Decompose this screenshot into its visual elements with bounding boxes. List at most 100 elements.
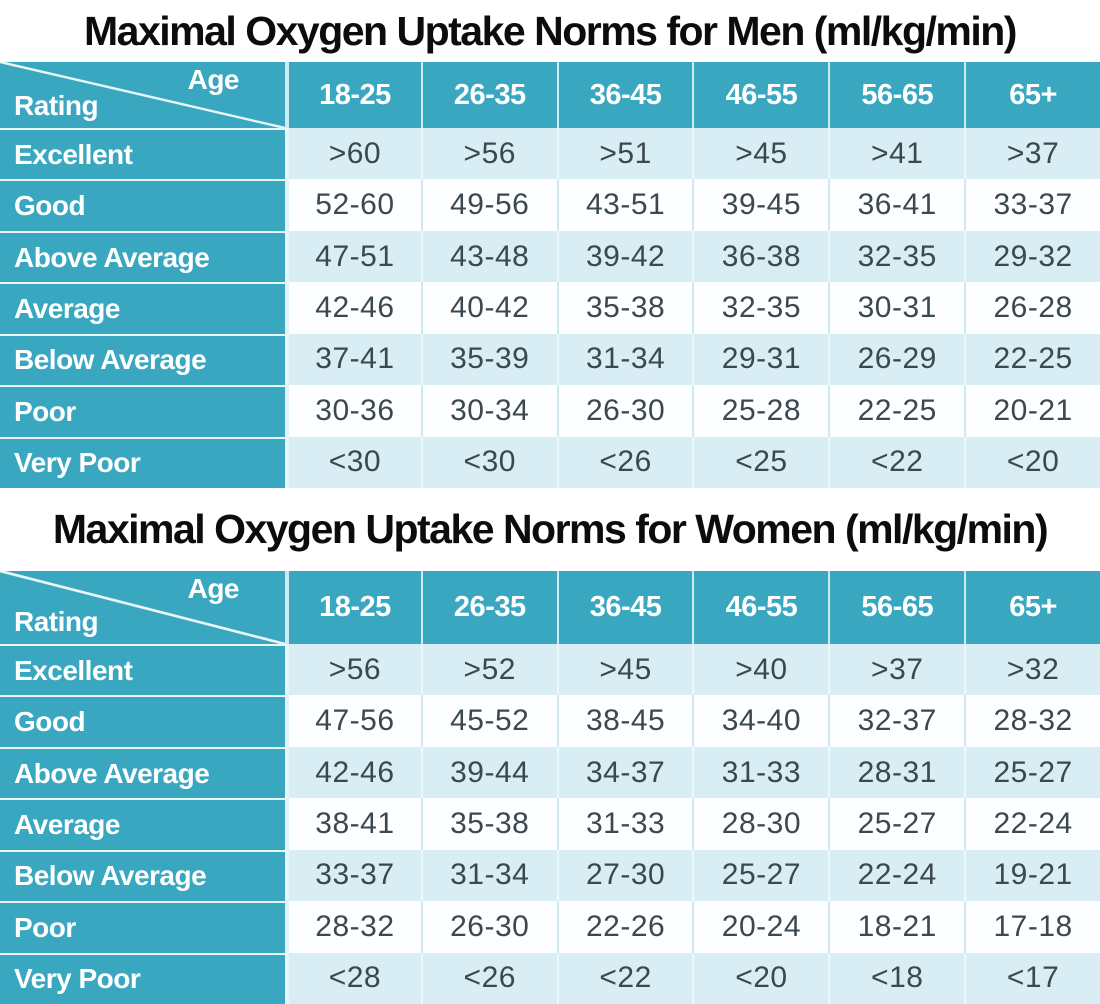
value-cell: <28 [285,952,421,1004]
age-column-header: 26-35 [420,62,557,128]
rating-age-corner-cell: Age Rating [0,62,285,128]
value-cell: <20 [692,952,829,1004]
value-cell: 35-39 [420,333,557,386]
value-cell: 38-45 [556,695,693,747]
value-cell: 28-30 [692,798,829,850]
value-cell: 37-41 [285,333,421,386]
value-cell: <20 [964,436,1100,488]
value-cell: 33-37 [964,179,1100,231]
value-cell: 35-38 [556,282,693,334]
rating-row-label: Very Poor [0,952,285,1004]
value-cell: >52 [420,644,557,696]
value-cell: 39-42 [556,230,693,283]
value-cell: 25-28 [692,385,829,437]
men-table-section: Maximal Oxygen Uptake Norms for Men (ml/… [0,0,1100,488]
value-cell: <30 [285,436,421,488]
value-cell: 35-38 [420,798,557,850]
value-cell: 45-52 [420,695,557,747]
corner-age-label: Age [187,573,240,604]
age-column-header: 56-65 [828,62,965,128]
rating-row-label: Excellent [0,644,285,696]
rating-row-label: Average [0,282,285,334]
value-cell: <30 [420,436,557,488]
value-cell: 31-33 [692,746,829,799]
value-cell: 38-41 [285,798,421,850]
value-cell: >51 [556,128,693,180]
value-cell: 42-46 [285,282,421,334]
age-column-header: 26-35 [420,571,557,644]
value-cell: 49-56 [420,179,557,231]
value-cell: 39-44 [420,746,557,799]
value-cell: 26-30 [556,385,693,437]
value-cell: >37 [828,644,965,696]
value-cell: >45 [692,128,829,180]
value-cell: 22-26 [556,901,693,953]
value-cell: 31-34 [556,333,693,386]
corner-age-label: Age [187,64,240,95]
value-cell: 28-31 [828,746,965,799]
value-cell: >32 [964,644,1100,696]
value-cell: 34-40 [692,695,829,747]
age-column-header: 36-45 [556,571,693,644]
diagonal-divider-line [0,571,285,644]
value-cell: 43-48 [420,230,557,283]
value-cell: 20-24 [692,901,829,953]
value-cell: <26 [420,952,557,1004]
value-cell: 26-29 [828,333,965,386]
value-cell: 26-28 [964,282,1100,334]
value-cell: 20-21 [964,385,1100,437]
value-cell: 30-31 [828,282,965,334]
value-cell: 32-37 [828,695,965,747]
rating-row-label: Below Average [0,333,285,386]
value-cell: 52-60 [285,179,421,231]
value-cell: 28-32 [285,901,421,953]
value-cell: 36-41 [828,179,965,231]
rating-row-label: Very Poor [0,436,285,488]
value-cell: >56 [285,644,421,696]
rating-row-label: Poor [0,901,285,953]
men-norms-table: Age Rating 18-25 26-35 36-45 46-55 56-65 65+ Exc… [0,62,1100,488]
diagonal-divider-line [0,62,285,128]
rating-row-label: Excellent [0,128,285,180]
rating-row-label: Below Average [0,849,285,902]
value-cell: 39-45 [692,179,829,231]
rating-row-label: Average [0,798,285,850]
value-cell: 47-51 [285,230,421,283]
rating-row-label: Above Average [0,230,285,283]
value-cell: 30-34 [420,385,557,437]
rating-row-label: Above Average [0,746,285,799]
age-column-header: 18-25 [285,571,421,644]
value-cell: 27-30 [556,849,693,902]
rating-row-label: Poor [0,385,285,437]
men-table-title: Maximal Oxygen Uptake Norms for Men (ml/… [84,7,1017,54]
value-cell: <18 [828,952,965,1004]
age-column-header: 65+ [964,62,1100,128]
age-column-header: 46-55 [692,571,829,644]
value-cell: 31-34 [420,849,557,902]
value-cell: <26 [556,436,693,488]
value-cell: 22-25 [964,333,1100,386]
corner-rating-label: Rating [14,90,99,121]
value-cell: 32-35 [692,282,829,334]
value-cell: >45 [556,644,693,696]
value-cell: 40-42 [420,282,557,334]
value-cell: 19-21 [964,849,1100,902]
rating-row-label: Good [0,179,285,231]
value-cell: >40 [692,644,829,696]
value-cell: <17 [964,952,1100,1004]
age-column-header: 56-65 [828,571,965,644]
corner-rating-label: Rating [14,606,99,637]
age-column-header: 36-45 [556,62,693,128]
age-column-header: 18-25 [285,62,421,128]
value-cell: 28-32 [964,695,1100,747]
value-cell: >60 [285,128,421,180]
value-cell: >41 [828,128,965,180]
value-cell: 25-27 [964,746,1100,799]
value-cell: 29-32 [964,230,1100,283]
value-cell: <22 [556,952,693,1004]
value-cell: 42-46 [285,746,421,799]
value-cell: 17-18 [964,901,1100,953]
value-cell: >56 [420,128,557,180]
value-cell: 25-27 [828,798,965,850]
